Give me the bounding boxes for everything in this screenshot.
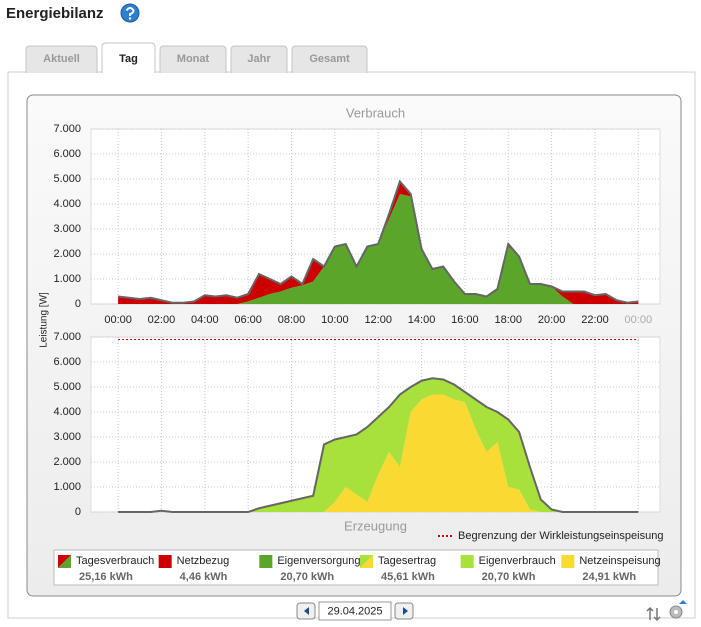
y-tick-label: 7.000	[53, 331, 81, 343]
area	[118, 394, 639, 512]
tab[interactable]	[25, 45, 98, 73]
legend-label: Netzeinspeisung	[579, 555, 660, 567]
x-tick-label: 08:00	[278, 314, 306, 326]
date: 29.04.2025	[327, 605, 382, 617]
area	[118, 378, 639, 512]
chart-title: Erzeugung	[344, 518, 407, 533]
date-box[interactable]	[318, 601, 392, 621]
legend	[53, 549, 659, 586]
legend-swatch	[561, 555, 575, 568]
total-line	[117, 179, 639, 304]
legend-energy: 20,70 kWh	[482, 571, 536, 583]
y-tick-label: 1.000	[53, 481, 81, 493]
legend-energy: 20,70 kWh	[280, 571, 334, 583]
x-tick-label: 16:00	[451, 314, 479, 326]
y-tick-label: 4.000	[53, 406, 81, 418]
x-tick-label: 18:00	[495, 314, 523, 326]
legend-swatch	[360, 555, 373, 568]
next-day[interactable]	[394, 602, 414, 620]
legend-energy: 24,91 kWh	[582, 571, 636, 583]
tab-label: Monat	[177, 53, 210, 65]
x-tick-label: 06:00	[234, 314, 262, 326]
y-tick-label: 2.000	[53, 248, 81, 260]
tab-cover	[102, 71, 155, 74]
legend-label: Eigenversorgung	[277, 555, 360, 567]
y-tick-label: 6.000	[53, 356, 81, 368]
x-tick-label: 22:00	[581, 314, 609, 326]
legend-label: Eigenverbrauch	[479, 555, 556, 567]
total-line	[118, 377, 639, 513]
page-title: Energiebilanz	[6, 5, 104, 22]
legend-energy: 4,46 kWh	[180, 571, 228, 583]
export-icon[interactable]	[646, 606, 661, 622]
tab-label: Jahr	[247, 53, 271, 65]
chart-title: Verbrauch	[346, 105, 405, 120]
y-axis-label: Leistung [W]	[39, 292, 50, 348]
tab[interactable]	[101, 42, 156, 73]
x-tick-label: 12:00	[364, 314, 392, 326]
x-tick-label: 02:00	[148, 314, 176, 326]
x-tick-label: 00:00	[104, 314, 132, 326]
area	[118, 194, 639, 304]
y-tick-label: 2.000	[53, 456, 81, 468]
legend-swatch	[259, 555, 273, 568]
x-tick-label: 14:00	[408, 314, 436, 326]
legend-swatch	[158, 555, 172, 568]
legend-label: Netzbezug	[177, 555, 230, 567]
settings-icon[interactable]	[669, 600, 687, 619]
tab-label: Tag	[119, 53, 138, 65]
help-icon[interactable]	[120, 3, 140, 23]
y-tick-label: 7.000	[53, 123, 81, 135]
legend-label: Tagesverbrauch	[76, 555, 154, 567]
legend-label: Tagesertrag	[378, 555, 436, 567]
y-tick-label: 6.000	[53, 148, 81, 160]
legend-swatch	[460, 555, 474, 568]
tab[interactable]	[230, 45, 288, 73]
legend-energy: 45,61 kWh	[381, 571, 435, 583]
tab-label: Gesamt	[309, 53, 350, 65]
y-tick-label: 5.000	[53, 173, 81, 185]
x-tick-label: 20:00	[538, 314, 566, 326]
y-tick-label: 1.000	[53, 273, 81, 285]
y-tick-label: 0	[75, 298, 81, 310]
x-tick-label: 10:00	[321, 314, 349, 326]
x-tick-label: 00:00	[625, 314, 653, 326]
y-tick-label: 5.000	[53, 381, 81, 393]
limit-label: Begrenzung der Wirkleistungseinspeisung	[458, 530, 663, 542]
tab-label: Aktuell	[43, 53, 80, 65]
prev-day[interactable]	[296, 602, 316, 620]
legend-energy: 25,16 kWh	[79, 571, 133, 583]
y-tick-label: 0	[75, 506, 81, 518]
y-tick-label: 4.000	[53, 198, 81, 210]
y-tick-label: 3.000	[53, 223, 81, 235]
tab[interactable]	[159, 45, 227, 73]
legend-swatch	[58, 555, 71, 568]
x-tick-label: 04:00	[191, 314, 219, 326]
tab[interactable]	[291, 45, 368, 73]
y-tick-label: 3.000	[53, 431, 81, 443]
